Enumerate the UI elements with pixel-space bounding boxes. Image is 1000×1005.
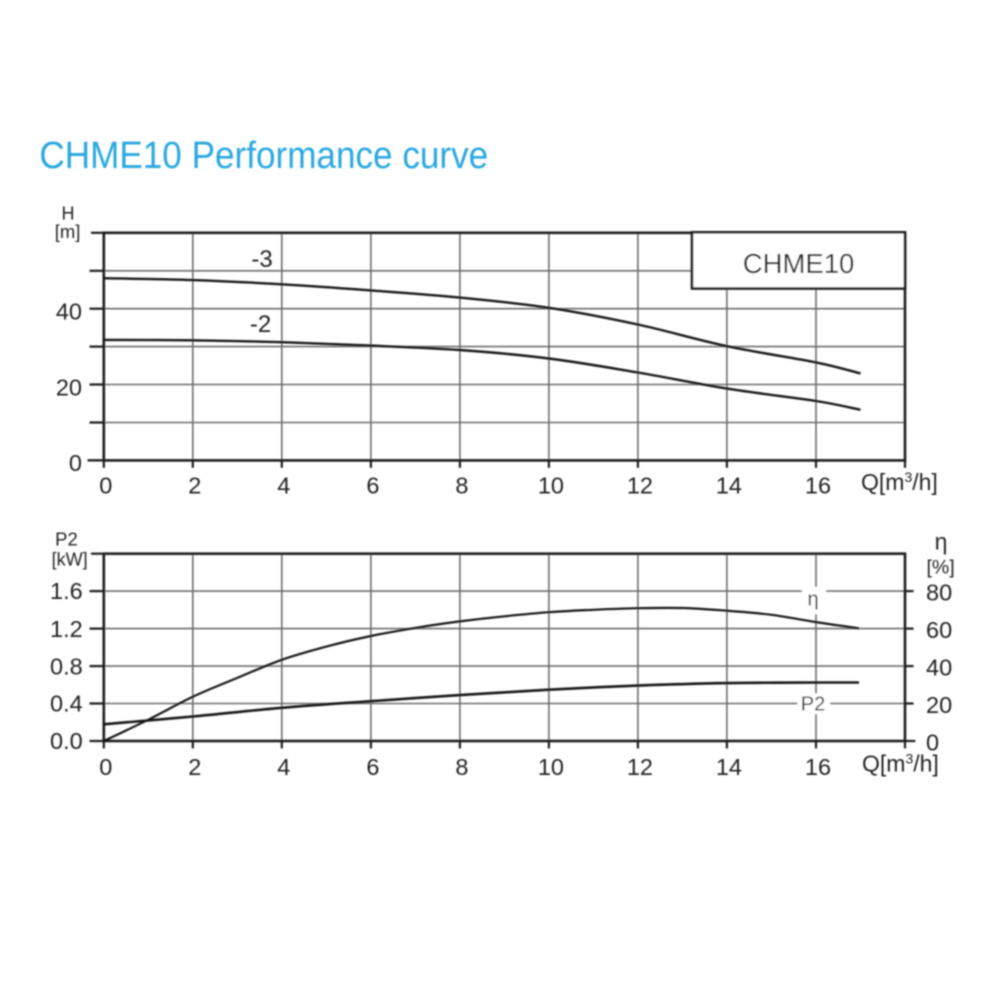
svg-text:H: H <box>62 204 75 224</box>
svg-text:8: 8 <box>455 754 468 780</box>
svg-text:0.0: 0.0 <box>50 728 83 754</box>
svg-text:14: 14 <box>716 473 742 499</box>
svg-text:40: 40 <box>56 299 82 325</box>
svg-text:η: η <box>807 589 818 611</box>
svg-text:[m]: [m] <box>55 221 81 242</box>
svg-text:10: 10 <box>538 473 564 499</box>
svg-text:0.8: 0.8 <box>50 653 83 679</box>
svg-text:0.4: 0.4 <box>50 691 83 717</box>
svg-text:2: 2 <box>188 473 201 499</box>
svg-text:η: η <box>935 529 948 555</box>
svg-text:-3: -3 <box>251 246 272 273</box>
svg-text:0: 0 <box>926 729 939 755</box>
svg-text:40: 40 <box>926 655 952 681</box>
svg-text:2: 2 <box>188 754 201 780</box>
svg-text:CHME10 Performance curve: CHME10 Performance curve <box>39 135 488 177</box>
svg-text:4: 4 <box>277 754 290 780</box>
svg-text:12: 12 <box>627 473 653 499</box>
svg-text:P2: P2 <box>55 528 78 549</box>
svg-text:6: 6 <box>366 754 379 780</box>
svg-text:10: 10 <box>538 754 564 780</box>
svg-text:1.2: 1.2 <box>50 616 83 642</box>
svg-text:16: 16 <box>805 754 831 780</box>
svg-text:CHME10: CHME10 <box>743 248 855 279</box>
svg-text:20: 20 <box>926 692 952 718</box>
svg-text:Q[m3/h]: Q[m3/h] <box>861 469 938 495</box>
svg-text:20: 20 <box>56 374 82 400</box>
svg-text:-2: -2 <box>250 311 271 338</box>
svg-text:8: 8 <box>455 473 468 499</box>
svg-text:[%]: [%] <box>927 557 955 579</box>
svg-text:0: 0 <box>69 450 82 476</box>
svg-text:6: 6 <box>366 473 379 499</box>
svg-text:14: 14 <box>716 754 742 780</box>
svg-text:4: 4 <box>277 473 290 499</box>
svg-text:[kW]: [kW] <box>52 550 88 570</box>
svg-text:80: 80 <box>926 579 952 605</box>
svg-text:0: 0 <box>99 754 112 780</box>
svg-text:60: 60 <box>926 617 952 643</box>
svg-text:Q[m3/h]: Q[m3/h] <box>862 751 939 777</box>
svg-text:12: 12 <box>627 754 653 780</box>
svg-text:16: 16 <box>805 473 831 499</box>
svg-text:1.6: 1.6 <box>50 578 83 604</box>
svg-text:0: 0 <box>99 473 112 499</box>
svg-text:P2: P2 <box>801 694 825 716</box>
